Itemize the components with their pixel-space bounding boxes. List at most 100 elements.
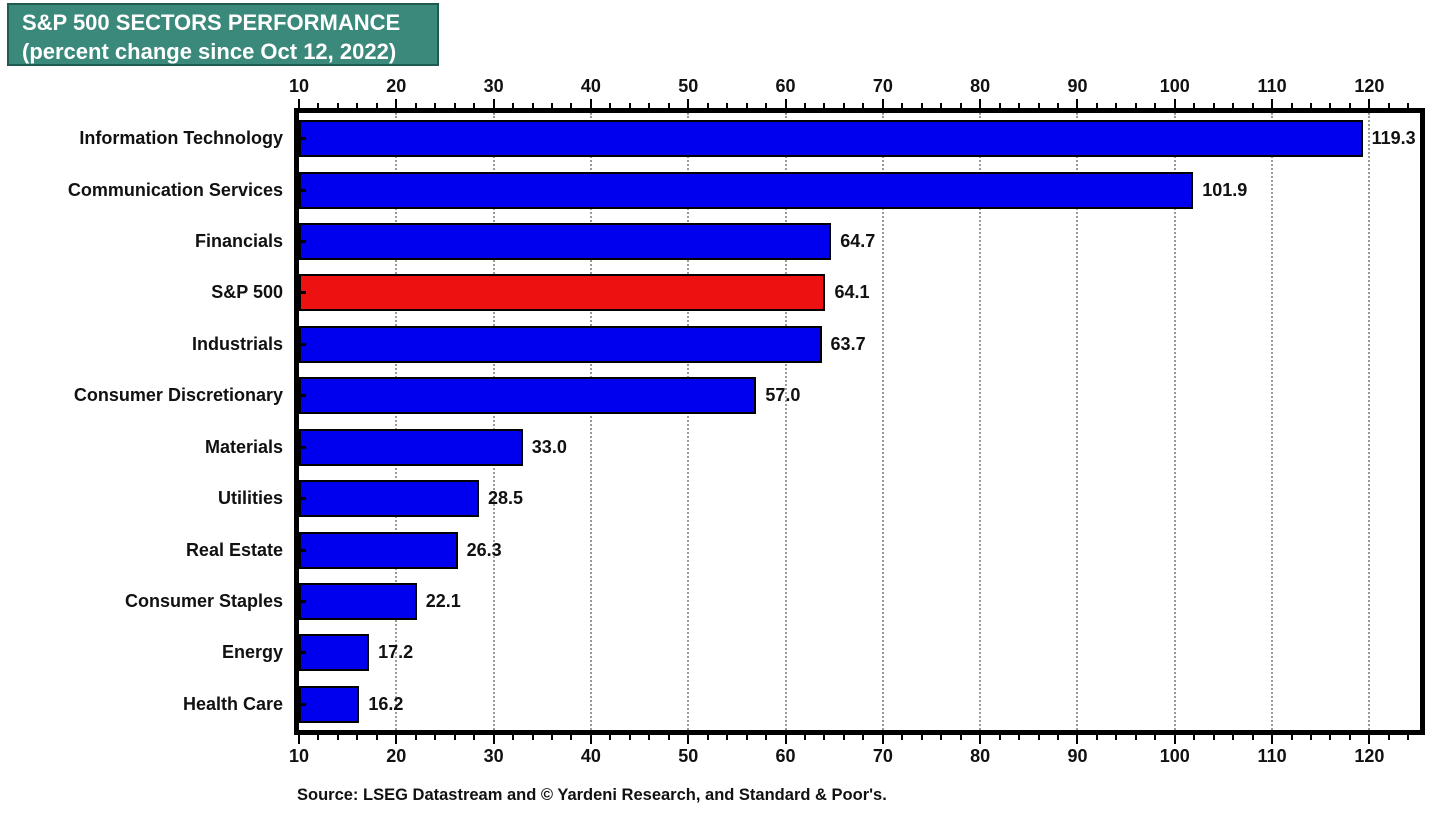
axis-bottom-tick-label-100: 100	[1159, 746, 1190, 766]
axis-top-minor-tick-78	[959, 103, 962, 108]
axis-top-minor-tick-44	[628, 103, 631, 108]
axis-top-major-tick-70	[881, 99, 884, 108]
axis-top-minor-tick-68	[862, 103, 865, 108]
axis-bottom-major-tick-60	[784, 735, 787, 744]
axis-bottom-minor-tick-112	[1290, 735, 1293, 740]
category-label-s-p-500: S&P 500	[211, 282, 283, 303]
axis-bottom-tick-label-20: 20	[386, 746, 407, 766]
axis-top-minor-tick-122	[1387, 103, 1390, 108]
category-label-real-estate: Real Estate	[185, 539, 283, 560]
axis-bottom-minor-tick-108	[1251, 735, 1254, 740]
axis-bottom-minor-tick-122	[1387, 735, 1390, 740]
axis-bottom-minor-tick-96	[1134, 735, 1137, 740]
bar-financials	[299, 223, 832, 261]
axis-bottom-tick-label-80: 80	[970, 746, 991, 766]
axis-top-minor-tick-66	[842, 103, 845, 108]
plot-area: 119.3 101.9 64.7 64.1 63.7 57.0 33.0 28.5 26.3 22…	[294, 108, 1425, 735]
y-axis-tick-information-technology	[299, 137, 306, 141]
axis-top-minor-tick-104	[1212, 103, 1215, 108]
axis-bottom-minor-tick-68	[862, 735, 865, 740]
bar-value-financials: 64.7	[840, 231, 876, 252]
axis-bottom-major-tick-80	[979, 735, 982, 744]
gridline-70	[881, 113, 884, 730]
axis-top-minor-tick-24	[434, 103, 437, 108]
axis-bottom-minor-tick-12	[317, 735, 320, 740]
bar-value-communication-services: 101.9	[1202, 179, 1248, 200]
bar-materials	[299, 428, 523, 466]
y-axis-tick-financials	[299, 240, 306, 244]
axis-top-major-tick-50	[687, 99, 690, 108]
axis-top-tick-label-90: 90	[1067, 76, 1088, 96]
axis-top-major-tick-20	[395, 99, 398, 108]
axis-top-minor-tick-64	[823, 103, 826, 108]
axis-top-minor-tick-14	[336, 103, 339, 108]
axis-bottom-minor-tick-76	[940, 735, 943, 740]
axis-top-minor-tick-98	[1154, 103, 1157, 108]
category-label-information-technology: Information Technology	[79, 128, 283, 149]
bar-row-s-p-500: 64.1	[299, 267, 1420, 318]
gridline-40	[589, 113, 592, 730]
bar-information-technology	[299, 120, 1363, 158]
axis-bottom-minor-tick-32	[512, 735, 515, 740]
axis-top-minor-tick-82	[998, 103, 1001, 108]
bar-value-real-estate: 26.3	[466, 539, 502, 560]
axis-top-tick-label-10: 10	[288, 76, 310, 96]
axis-bottom-major-tick-70	[881, 735, 884, 744]
axis-top-minor-tick-84	[1018, 103, 1021, 108]
axis-bottom-minor-tick-104	[1212, 735, 1215, 740]
axis-top-minor-tick-58	[765, 103, 768, 108]
axis-top-major-tick-10	[298, 99, 300, 108]
chart-title-box: S&P 500 SECTORS PERFORMANCE (percent cha…	[7, 3, 439, 66]
axis-bottom-tick-label-120: 120	[1354, 746, 1385, 766]
axis-top-major-tick-110	[1271, 99, 1274, 108]
axis-top-minor-tick-34	[531, 103, 534, 108]
bar-value-energy: 17.2	[378, 642, 414, 663]
source-note: Source: LSEG Datastream and © Yardeni Re…	[297, 786, 887, 804]
axis-bottom-minor-tick-102	[1193, 735, 1196, 740]
axis-top-minor-tick-28	[473, 103, 476, 108]
bar-industrials	[299, 325, 822, 363]
axis-top-minor-tick-12	[317, 103, 320, 108]
axis-bottom-minor-tick-86	[1037, 735, 1040, 740]
gridline-60	[784, 113, 787, 730]
axis-top-minor-tick-118	[1348, 103, 1351, 108]
axis-bottom-minor-tick-14	[336, 735, 339, 740]
axis-bottom-minor-tick-34	[531, 735, 534, 740]
axis-top-minor-tick-96	[1134, 103, 1137, 108]
axis-bottom-minor-tick-36	[551, 735, 553, 740]
axis-top-tick-label-60: 60	[775, 76, 796, 96]
y-axis-tick-real-estate	[299, 548, 306, 552]
y-axis-tick-communication-services	[299, 188, 306, 192]
bar-energy	[299, 634, 370, 672]
axis-top-minor-tick-32	[512, 103, 515, 108]
axis-top-minor-tick-36	[551, 103, 553, 108]
axis-top-minor-tick-112	[1290, 103, 1293, 108]
axis-bottom-minor-tick-74	[920, 735, 923, 740]
category-label-consumer-staples: Consumer Staples	[124, 590, 283, 611]
bar-s-p-500	[299, 274, 826, 312]
axis-top-minor-tick-38	[570, 103, 573, 108]
category-label-materials: Materials	[204, 436, 283, 457]
axis-top-minor-tick-102	[1193, 103, 1196, 108]
axis-bottom-minor-tick-16	[356, 735, 359, 740]
axis-top-minor-tick-22	[414, 103, 417, 108]
category-label-energy: Energy	[221, 642, 283, 663]
axis-bottom-minor-tick-124	[1407, 735, 1410, 740]
axis-bottom-tick-label-10: 10	[288, 746, 310, 766]
axis-bottom-major-tick-20	[395, 735, 398, 744]
axis-top-major-tick-120	[1368, 99, 1371, 108]
gridline-100	[1173, 113, 1176, 730]
bar-value-s-p-500: 64.1	[834, 282, 870, 303]
axis-top-tick-label-70: 70	[872, 76, 893, 96]
y-axis-tick-utilities	[299, 497, 306, 501]
axis-bottom-minor-tick-78	[959, 735, 962, 740]
axis-bottom-major-tick-120	[1368, 735, 1371, 744]
bar-row-consumer-staples: 22.1	[299, 576, 1420, 627]
axis-bottom-major-tick-110	[1271, 735, 1274, 744]
axis-top-minor-tick-116	[1329, 103, 1332, 108]
y-axis-tick-energy	[299, 651, 306, 655]
bar-value-information-technology: 119.3	[1371, 128, 1416, 149]
bar-value-health-care: 16.2	[368, 693, 404, 714]
axis-top-minor-tick-114	[1310, 103, 1312, 108]
